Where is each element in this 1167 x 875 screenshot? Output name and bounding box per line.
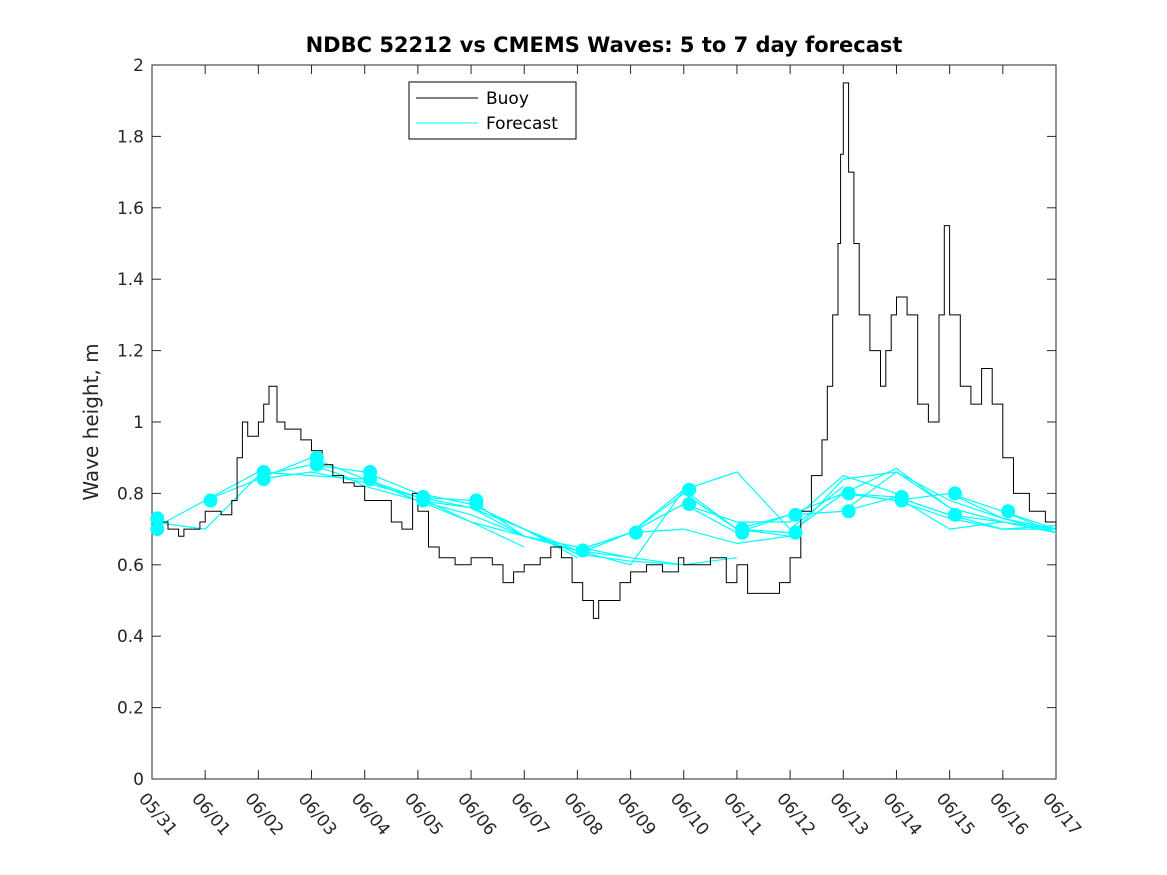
x-tick-label: 06/05 xyxy=(400,789,447,839)
forecast-marker xyxy=(150,522,165,537)
series-layer xyxy=(150,82,1057,619)
x-tick-label: 06/07 xyxy=(506,789,553,839)
x-tick-label: 06/02 xyxy=(241,789,288,839)
buoy-line xyxy=(152,82,1057,619)
x-tick-label: 05/31 xyxy=(134,789,181,839)
forecast-marker xyxy=(309,457,324,472)
x-tick-label: 06/10 xyxy=(666,789,713,839)
forecast-marker xyxy=(682,482,697,497)
forecast-marker xyxy=(841,486,856,501)
y-tick-label: 0 xyxy=(133,770,144,790)
forecast-marker xyxy=(416,493,431,508)
chart-title: NDBC 52212 vs CMEMS Waves: 5 to 7 day fo… xyxy=(306,33,903,57)
x-tick-label: 06/08 xyxy=(560,789,607,839)
forecast-marker xyxy=(682,497,697,512)
forecast-marker xyxy=(947,507,962,522)
forecast-marker xyxy=(947,486,962,501)
x-tick-label: 06/13 xyxy=(825,789,872,839)
plot-area xyxy=(151,64,1057,780)
forecast-marker xyxy=(841,504,856,519)
x-tick-label: 06/11 xyxy=(719,789,766,839)
x-tick-label: 06/14 xyxy=(879,789,926,839)
x-tick-label: 06/12 xyxy=(772,789,819,839)
forecast-marker xyxy=(628,525,643,540)
y-tick-label: 1.4 xyxy=(117,270,144,290)
y-tick-label: 0.2 xyxy=(117,699,144,719)
forecast-marker xyxy=(788,507,803,522)
y-tick-label: 0.6 xyxy=(117,556,144,576)
x-tick-label: 06/01 xyxy=(187,789,234,839)
y-tick-label: 1.6 xyxy=(117,199,144,219)
forecast-line xyxy=(790,496,1057,534)
legend: Buoy Forecast xyxy=(408,81,577,140)
y-tick-label: 1.8 xyxy=(117,127,144,147)
forecast-marker xyxy=(1001,504,1016,519)
legend-box xyxy=(408,81,577,140)
legend-forecast-label: Forecast xyxy=(486,114,558,134)
y-tick-label: 2 xyxy=(133,56,144,76)
x-tick-label: 06/04 xyxy=(347,789,394,839)
forecast-line xyxy=(896,496,1057,530)
forecast-marker xyxy=(575,543,590,558)
forecast-marker xyxy=(150,511,165,526)
forecast-marker xyxy=(203,493,218,508)
y-axis-label: Wave height, m xyxy=(79,343,103,500)
x-tick-label: 06/15 xyxy=(932,789,979,839)
y-tick-label: 0.4 xyxy=(117,627,144,647)
y-tick-label: 1.2 xyxy=(117,342,144,362)
y-tick-label: 0.8 xyxy=(117,484,144,504)
x-tick-label: 06/06 xyxy=(453,789,500,839)
forecast-marker xyxy=(788,525,803,540)
x-tick-label: 06/03 xyxy=(294,789,341,839)
x-tick-label: 06/16 xyxy=(985,789,1032,839)
legend-buoy-label: Buoy xyxy=(486,89,529,109)
y-tick-label: 1 xyxy=(133,413,144,433)
forecast-marker xyxy=(256,472,271,487)
forecast-marker xyxy=(363,472,378,487)
forecast-marker xyxy=(894,493,909,508)
x-tick-label: 06/17 xyxy=(1038,789,1085,839)
forecast-line xyxy=(949,492,1057,534)
forecast-marker xyxy=(469,497,484,512)
x-tick-label: 06/09 xyxy=(613,789,660,839)
forecast-marker xyxy=(735,525,750,540)
